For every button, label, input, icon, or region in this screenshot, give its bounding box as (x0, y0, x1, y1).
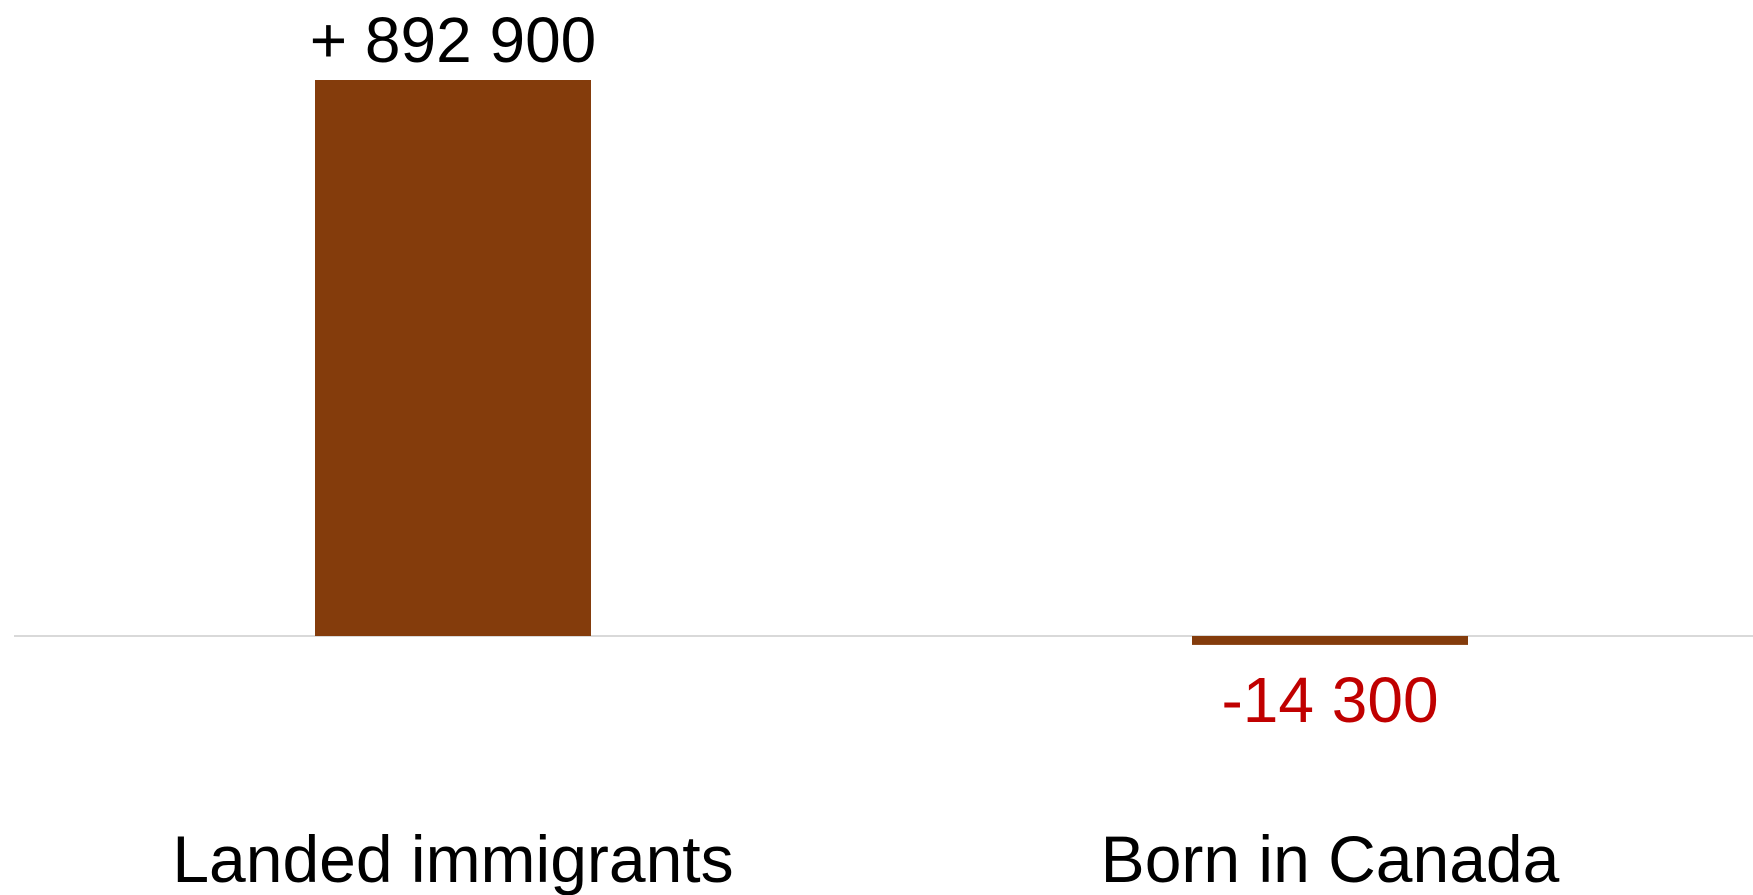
bar-0 (315, 80, 591, 636)
category-label-1: Born in Canada (1101, 822, 1560, 895)
bar-1 (1192, 636, 1468, 645)
data-label-0: + 892 900 (310, 4, 597, 76)
category-label-0: Landed immigrants (172, 822, 733, 895)
data-label-1: -14 300 (1221, 664, 1438, 736)
